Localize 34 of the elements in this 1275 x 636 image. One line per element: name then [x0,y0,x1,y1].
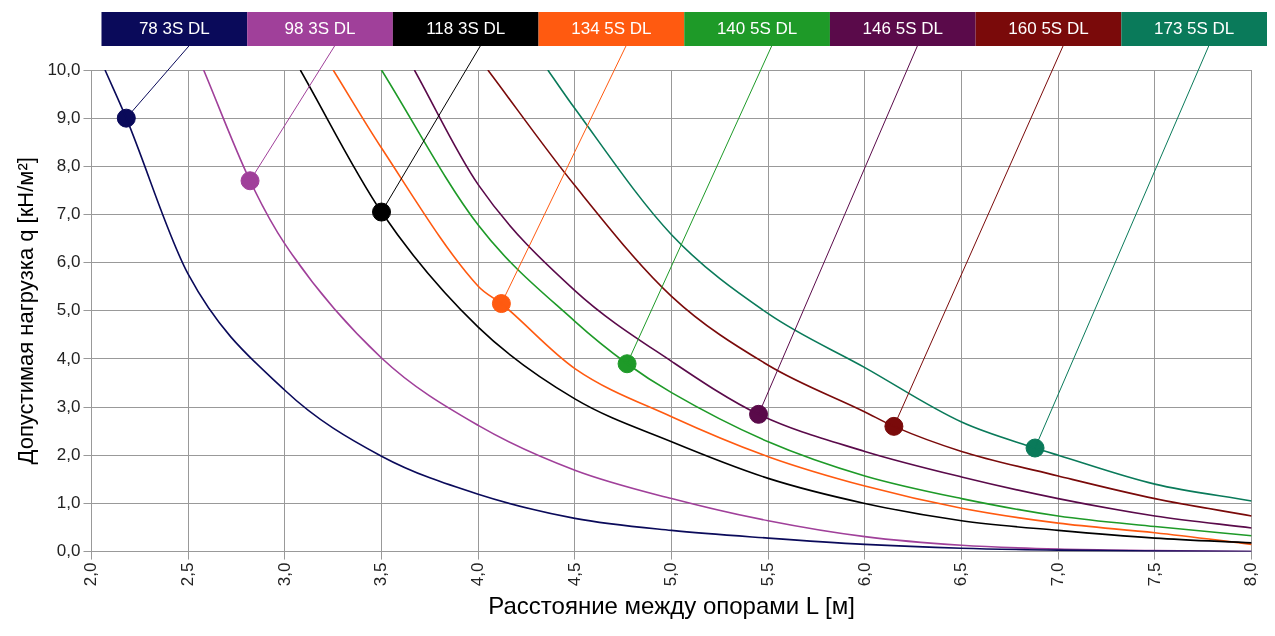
x-tick-label: 2,5 [177,562,197,587]
x-tick-label: 4,5 [564,562,584,587]
x-tick-label: 8,0 [1241,562,1261,587]
y-tick-label: 3,0 [56,396,81,416]
y-tick-label: 5,0 [56,300,81,320]
y-tick-label: 2,0 [56,444,81,464]
x-tick-label: 5,0 [661,562,681,587]
text: 78 3S DL [138,18,210,38]
y-tick-label: 10,0 [47,59,81,79]
text: 98 3S DL [284,18,356,38]
x-tick-label: 7,0 [1047,562,1067,587]
text: 140 5S DL [716,18,798,38]
text: 118 3S DL [426,18,506,38]
y-tick-label: 1,0 [56,493,81,513]
x-tick-label: 2,0 [81,562,101,587]
text: 134 5S DL [571,18,652,38]
y-tick-label: 6,0 [56,252,81,272]
x-tick-label: 6,0 [854,562,874,587]
x-tick-label: 3,5 [371,562,391,587]
x-axis-title: Расстояние между опорами L [м] [488,592,855,620]
text: 146 5S DL [862,18,943,38]
y-tick-label: 7,0 [56,204,81,224]
y-tick-label: 0,0 [56,541,81,561]
x-tick-label: 4,0 [467,562,487,587]
y-axis-title: Допустимая нагрузка q [кН/м²] [13,157,39,465]
x-tick-label: 5,5 [757,562,777,587]
x-tick-label: 7,5 [1144,562,1164,587]
x-tick-label: 3,0 [274,562,294,587]
y-tick-label: 9,0 [56,107,81,127]
x-tick-label: 6,5 [951,562,971,587]
text: 160 5S DL [1008,18,1089,38]
text: 173 5S DL [1153,18,1235,38]
y-tick-label: 4,0 [56,348,81,368]
y-tick-label: 8,0 [56,156,81,175]
